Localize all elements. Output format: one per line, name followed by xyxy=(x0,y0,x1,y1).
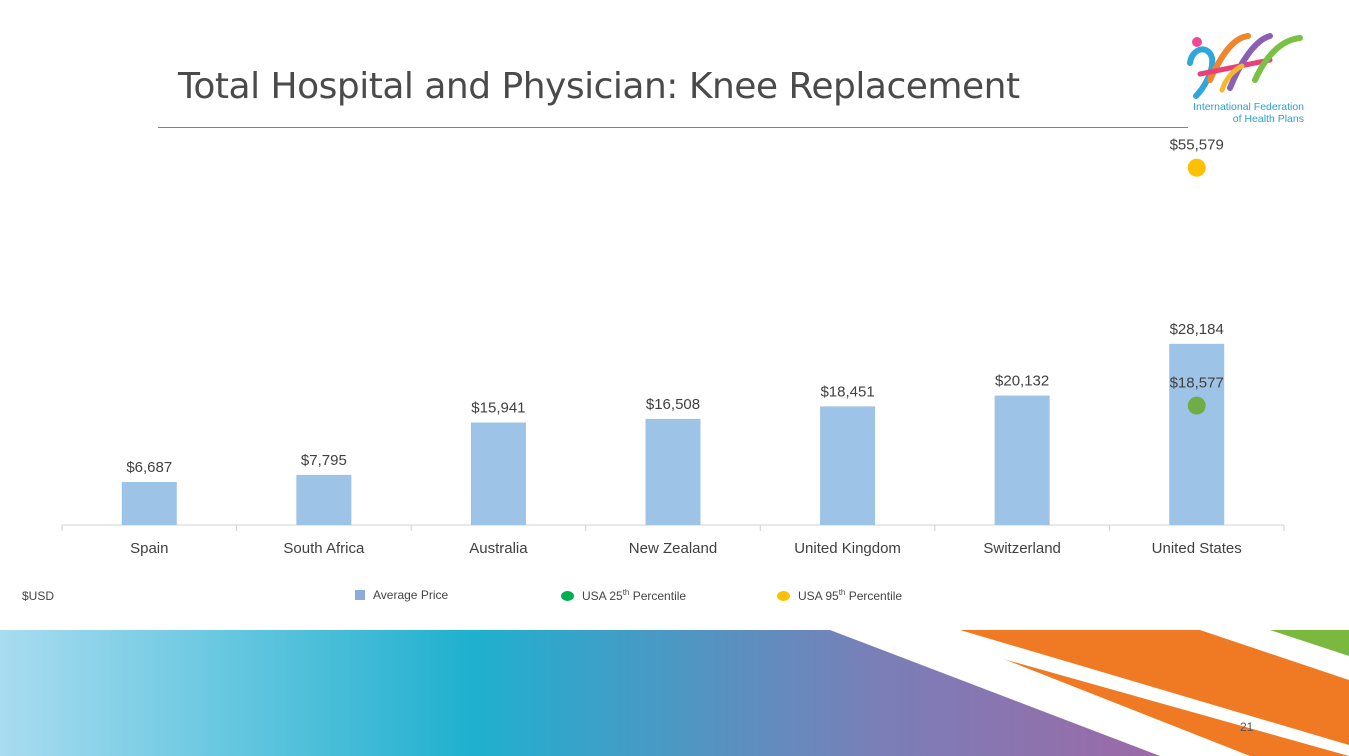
bar-6 xyxy=(1169,343,1225,525)
legend-dot-yellow-icon xyxy=(777,590,790,601)
bar-0 xyxy=(121,482,177,525)
logo-text: International Federation of Health Plans xyxy=(1150,101,1304,125)
x-tick-label-4: United Kingdom xyxy=(794,540,901,557)
ifhp-logo-icon xyxy=(1187,33,1303,99)
legend-p95-label: USA 95th Percentile xyxy=(798,588,903,603)
unit-label: $USD xyxy=(22,589,55,603)
legend-average: Average Price xyxy=(355,588,448,602)
x-tick-label-6: United States xyxy=(1152,540,1242,557)
logo-text-line2: of Health Plans xyxy=(1232,113,1304,125)
p25-value-label: $18,577 xyxy=(1170,375,1224,392)
logo-text-line1: International Federation xyxy=(1193,101,1304,113)
bar-3 xyxy=(645,418,701,525)
title-divider xyxy=(158,127,1188,128)
bar-value-label-0: $6,687 xyxy=(126,459,172,476)
legend-average-label: Average Price xyxy=(373,588,449,602)
legend-swatch-square-icon xyxy=(355,590,365,600)
bar-value-label-3: $16,508 xyxy=(646,396,700,413)
slide-title: Total Hospital and Physician: Knee Repla… xyxy=(178,66,1020,107)
x-tick-label-5: Switzerland xyxy=(983,540,1061,557)
legend-p25: USA 25th Percentile xyxy=(561,588,686,603)
bar-4 xyxy=(820,406,876,525)
bar-value-label-6: $28,184 xyxy=(1170,321,1224,338)
bar-chart: $6,687 Spain $7,795 South Africa $15,941 Aust… xyxy=(61,137,1285,557)
x-tick-label-0: Spain xyxy=(130,540,168,557)
bar-5 xyxy=(994,395,1050,525)
bar-1 xyxy=(296,474,352,525)
legend-p25-label: USA 25th Percentile xyxy=(582,588,687,603)
legend-dot-green-icon xyxy=(561,590,574,601)
footer-banner xyxy=(0,630,1349,756)
bar-value-label-2: $15,941 xyxy=(471,400,525,417)
legend-p95: USA 95th Percentile xyxy=(777,588,902,603)
x-tick-label-3: New Zealand xyxy=(629,540,717,557)
p95-value-label: $55,579 xyxy=(1170,137,1224,154)
p25-point xyxy=(1187,396,1206,415)
page-number: 21 xyxy=(1240,720,1254,734)
x-tick-label-1: South Africa xyxy=(283,540,365,557)
bar-value-label-4: $18,451 xyxy=(820,383,874,400)
bar-2 xyxy=(470,422,526,525)
bar-value-label-5: $20,132 xyxy=(995,373,1049,390)
bar-value-label-1: $7,795 xyxy=(301,452,347,469)
x-tick-label-2: Australia xyxy=(469,540,528,557)
p95-point xyxy=(1187,158,1206,177)
